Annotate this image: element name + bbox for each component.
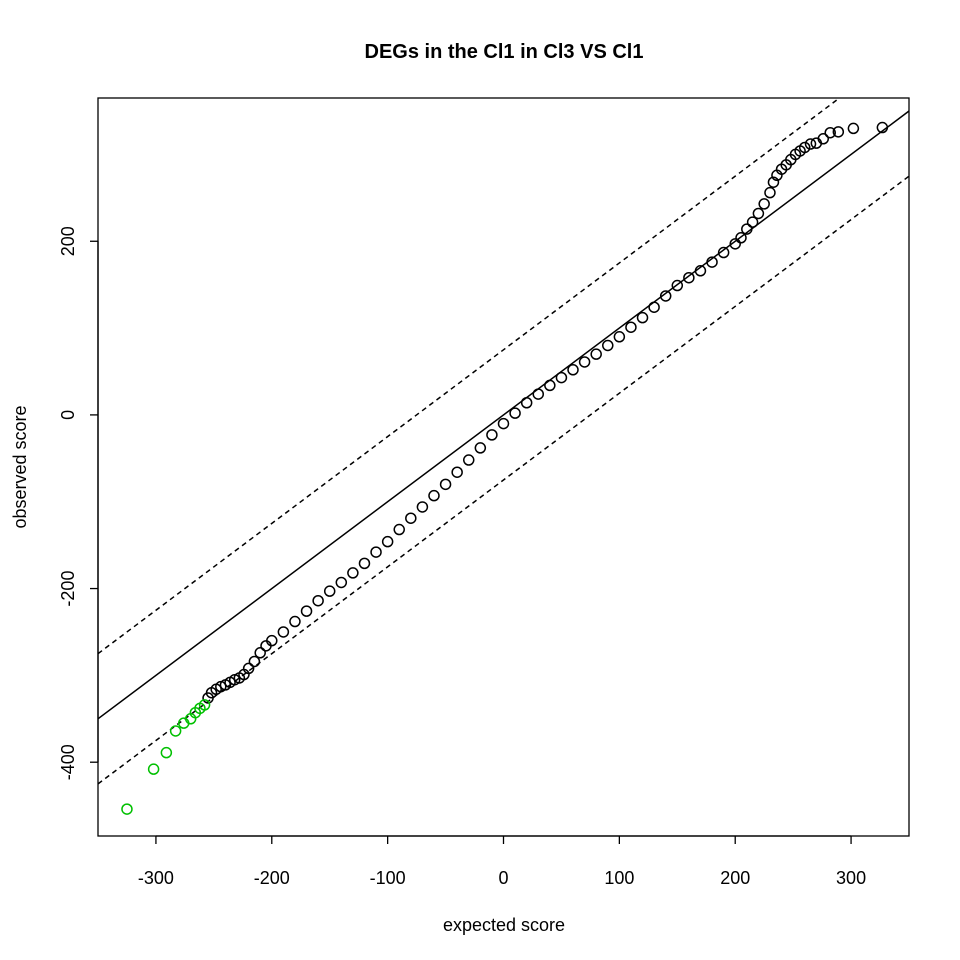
data-point-68 — [804, 138, 817, 150]
data-point-36 — [532, 388, 545, 400]
data-point-70 — [817, 133, 830, 145]
data-point-58 — [758, 198, 770, 210]
data-point-13 — [266, 634, 278, 647]
x-tick-label: -300 — [138, 868, 174, 888]
x-tick-label: -200 — [254, 868, 290, 888]
data-point-41 — [590, 348, 602, 360]
data-point-38 — [555, 371, 568, 384]
data-point-53 — [729, 238, 741, 250]
data-point-67 — [798, 141, 811, 154]
data-point-52 — [717, 246, 730, 259]
data-point-24 — [393, 523, 405, 536]
data-point-16 — [300, 605, 313, 617]
significant-point-8 — [121, 803, 133, 815]
data-point-56 — [746, 216, 759, 228]
data-point-25 — [405, 512, 417, 524]
x-tick-label: -100 — [370, 868, 406, 888]
significant-point-5 — [169, 725, 182, 737]
data-point-11 — [254, 647, 266, 659]
y-tick-label: -400 — [58, 744, 78, 780]
data-point-15 — [289, 615, 301, 628]
data-point-47 — [659, 290, 672, 302]
data-point-72 — [832, 126, 845, 138]
data-point-31 — [474, 442, 487, 454]
data-point-20 — [347, 567, 359, 579]
x-tick-label: 100 — [604, 868, 634, 888]
data-point-55 — [741, 223, 753, 235]
data-point-73 — [847, 122, 860, 135]
y-tick-label: 200 — [58, 226, 78, 256]
data-point-60 — [767, 176, 780, 188]
data-point-17 — [312, 594, 324, 607]
data-point-51 — [706, 256, 718, 268]
data-point-37 — [544, 379, 556, 392]
data-point-34 — [509, 407, 521, 419]
data-point-19 — [335, 576, 348, 589]
data-point-30 — [462, 454, 475, 466]
data-point-45 — [636, 311, 649, 324]
cutoff-line-1 — [98, 98, 841, 655]
data-point-54 — [735, 232, 747, 244]
chart-title: DEGs in the Cl1 in Cl3 VS Cl1 — [365, 41, 644, 63]
data-point-50 — [694, 265, 707, 277]
data-point-59 — [764, 186, 776, 199]
data-point-42 — [602, 339, 614, 352]
y-tick-label: -200 — [58, 571, 78, 607]
data-point-57 — [752, 207, 765, 220]
significant-point-7 — [147, 763, 160, 775]
data-point-32 — [486, 429, 498, 441]
data-point-44 — [625, 321, 637, 333]
data-point-23 — [381, 535, 394, 548]
plot-frame — [97, 97, 910, 837]
y-axis: -400 -200 0 200 — [58, 226, 99, 780]
identity-line-0 — [98, 110, 909, 720]
data-points — [121, 121, 889, 815]
data-point-28 — [439, 478, 452, 491]
reference-lines — [98, 98, 909, 785]
data-point-48 — [671, 279, 684, 292]
x-axis: -300 -200 -100 0 100 200 300 — [138, 835, 866, 888]
data-point-18 — [323, 585, 336, 597]
significant-point-6 — [160, 746, 173, 759]
y-tick-label: 0 — [58, 410, 78, 420]
data-point-14 — [277, 626, 290, 638]
data-point-22 — [370, 546, 382, 558]
data-point-40 — [578, 356, 591, 368]
data-point-71 — [824, 126, 836, 139]
data-point-39 — [567, 364, 579, 376]
x-axis-label: expected score — [443, 915, 565, 935]
data-point-29 — [451, 466, 463, 478]
data-point-26 — [416, 501, 429, 513]
x-tick-label: 0 — [498, 868, 508, 888]
x-tick-label: 200 — [720, 868, 750, 888]
data-point-21 — [358, 557, 371, 570]
data-point-9 — [242, 662, 255, 675]
data-point-35 — [520, 397, 533, 409]
data-point-43 — [613, 331, 626, 343]
data-point-10 — [248, 655, 261, 668]
data-point-27 — [428, 489, 440, 502]
data-point-33 — [497, 417, 510, 430]
data-point-74 — [876, 121, 889, 134]
significant-point-4 — [177, 717, 190, 729]
data-point-46 — [648, 301, 660, 313]
y-axis-label: observed score — [10, 405, 30, 528]
cutoff-line-2 — [98, 175, 909, 785]
x-tick-label: 300 — [836, 868, 866, 888]
data-point-49 — [683, 271, 695, 284]
